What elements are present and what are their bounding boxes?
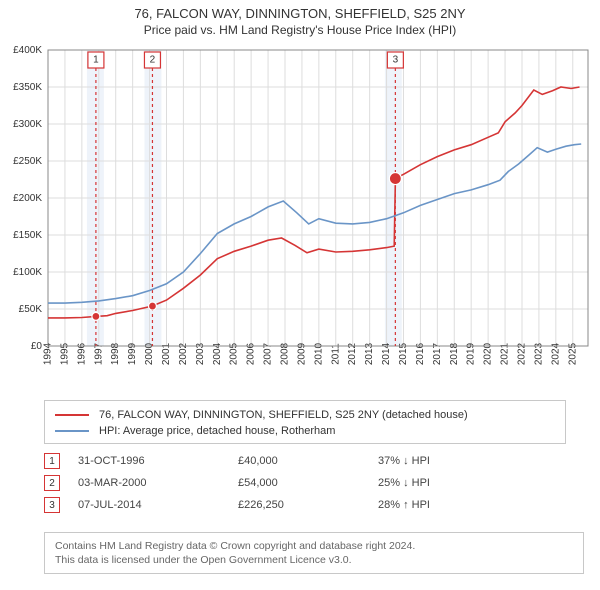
sales-row: 2 03-MAR-2000 £54,000 25% ↓ HPI <box>44 472 544 494</box>
legend-swatch-hpi <box>55 430 89 432</box>
chart-title-block: 76, FALCON WAY, DINNINGTON, SHEFFIELD, S… <box>0 0 600 37</box>
sale-marker-icon: 1 <box>44 453 60 469</box>
svg-text:1: 1 <box>93 55 99 66</box>
legend-item-hpi: HPI: Average price, detached house, Roth… <box>55 423 555 439</box>
sale-price: £40,000 <box>238 455 378 467</box>
chart-svg: £0 £50K £100K £150K £200K £250K £300K £350K £400… <box>0 44 600 394</box>
sale-date: 07-JUL-2014 <box>78 499 238 511</box>
legend-item-property: 76, FALCON WAY, DINNINGTON, SHEFFIELD, S… <box>55 407 555 423</box>
sales-row: 1 31-OCT-1996 £40,000 37% ↓ HPI <box>44 450 544 472</box>
legend-swatch-property <box>55 414 89 416</box>
svg-text:£400K: £400K <box>13 45 42 56</box>
sale-hpi-delta: 28% ↑ HPI <box>378 499 544 511</box>
price-chart: £0 £50K £100K £150K £200K £250K £300K £350K £400… <box>0 44 600 394</box>
sale-hpi-delta: 25% ↓ HPI <box>378 477 544 489</box>
svg-text:3: 3 <box>393 55 399 66</box>
sale-marker-number: 1 <box>49 456 55 467</box>
sale-marker-icon: 3 <box>44 497 60 513</box>
sale-marker-number: 3 <box>49 500 55 511</box>
sale-date: 03-MAR-2000 <box>78 477 238 489</box>
svg-text:£100K: £100K <box>13 267 42 278</box>
sales-row: 3 07-JUL-2014 £226,250 28% ↑ HPI <box>44 494 544 516</box>
svg-text:£0: £0 <box>31 341 43 352</box>
legend-label-hpi: HPI: Average price, detached house, Roth… <box>99 425 335 437</box>
chart-title-address: 76, FALCON WAY, DINNINGTON, SHEFFIELD, S… <box>0 6 600 21</box>
sale-hpi-delta: 37% ↓ HPI <box>378 455 544 467</box>
svg-text:£350K: £350K <box>13 82 42 93</box>
sale-date: 31-OCT-1996 <box>78 455 238 467</box>
sale-price: £226,250 <box>238 499 378 511</box>
svg-text:£250K: £250K <box>13 156 42 167</box>
legend-label-property: 76, FALCON WAY, DINNINGTON, SHEFFIELD, S… <box>99 409 468 421</box>
svg-text:£50K: £50K <box>19 304 43 315</box>
svg-text:£150K: £150K <box>13 230 42 241</box>
svg-text:£300K: £300K <box>13 119 42 130</box>
legend: 76, FALCON WAY, DINNINGTON, SHEFFIELD, S… <box>44 400 566 444</box>
attribution-line2: This data is licensed under the Open Gov… <box>55 553 573 567</box>
svg-text:2: 2 <box>150 55 156 66</box>
chart-title-subtitle: Price paid vs. HM Land Registry's House … <box>0 23 600 37</box>
sale-marker-number: 2 <box>49 478 55 489</box>
attribution-box: Contains HM Land Registry data © Crown c… <box>44 532 584 574</box>
sales-table: 1 31-OCT-1996 £40,000 37% ↓ HPI 2 03-MAR… <box>44 450 544 516</box>
svg-text:£200K: £200K <box>13 193 42 204</box>
sale-marker-icon: 2 <box>44 475 60 491</box>
sale-price: £54,000 <box>238 477 378 489</box>
attribution-line1: Contains HM Land Registry data © Crown c… <box>55 539 573 553</box>
